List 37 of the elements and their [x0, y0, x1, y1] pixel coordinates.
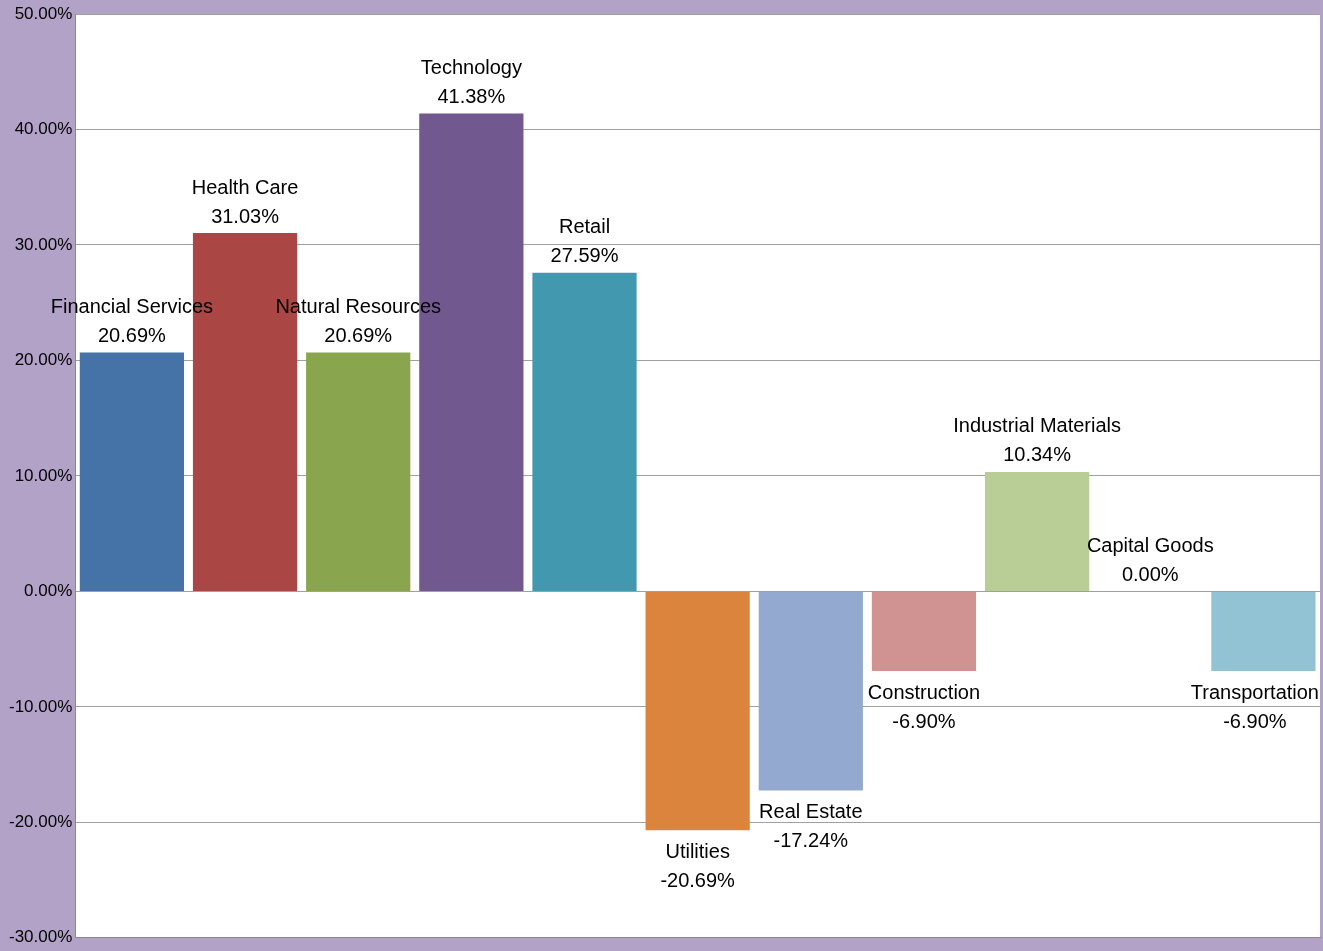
bar [985, 471, 1090, 591]
bar [532, 272, 637, 591]
data-label: -17.24% [773, 828, 849, 851]
y-tick-label: 50.00% [14, 3, 73, 23]
x-tick-label: Technology [420, 56, 522, 79]
data-label: -6.90% [1223, 709, 1287, 732]
y-tick-label: 0.00% [24, 581, 73, 601]
data-label: 0.00% [1121, 562, 1179, 585]
x-tick-label: Utilities [665, 839, 730, 862]
data-label: 31.03% [211, 204, 280, 227]
y-tick-label: -20.00% [8, 812, 73, 832]
x-tick-label: Real Estate [759, 799, 863, 822]
y-tick-label: -30.00% [8, 927, 73, 947]
data-label: 20.69% [97, 323, 167, 346]
y-tick-label: 20.00% [14, 350, 73, 370]
y-tick-label: 10.00% [14, 465, 73, 485]
data-label: -20.69% [660, 868, 736, 891]
x-tick-label: Transportation [1190, 680, 1319, 703]
y-tick-label: 40.00% [14, 119, 73, 139]
data-label: -6.90% [892, 709, 956, 732]
data-label: 27.59% [550, 244, 619, 267]
bar [79, 352, 185, 591]
y-tick-label: -10.00% [8, 696, 73, 716]
data-label: 10.34% [1003, 443, 1072, 466]
bar [758, 591, 863, 791]
x-tick-label: Capital Goods [1086, 533, 1214, 556]
data-label: 20.69% [324, 323, 393, 346]
x-tick-label: Industrial Materials [953, 414, 1122, 437]
data-label: 41.38% [437, 85, 506, 108]
bar [871, 591, 977, 672]
y-tick-label: 30.00% [14, 234, 73, 254]
x-tick-label: Construction [867, 680, 981, 703]
bar [645, 591, 750, 831]
x-tick-label: Health Care [191, 175, 299, 198]
bar [306, 352, 411, 591]
bar [1211, 591, 1316, 672]
x-tick-label: Retail [558, 215, 611, 238]
